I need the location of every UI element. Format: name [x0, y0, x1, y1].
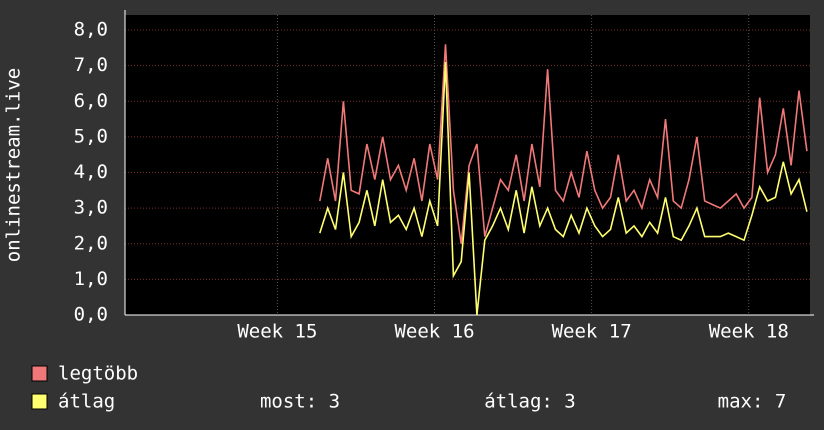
y-tick-label: 3,0	[74, 197, 108, 219]
series-line	[319, 44, 808, 244]
stat: most: 3	[260, 391, 340, 413]
legend-label: legtöbb	[58, 363, 138, 385]
y-axis-label: onlinestream.live	[3, 68, 25, 262]
y-tick-label: 2,0	[74, 232, 108, 254]
plot-area	[125, 15, 810, 315]
legend-swatch	[31, 365, 48, 382]
x-tick-label: Week 16	[394, 321, 474, 343]
y-tick-label: 7,0	[74, 54, 108, 76]
stat: átlag: 3	[484, 391, 576, 413]
y-tick-label: 6,0	[74, 90, 108, 112]
y-tick-label: 1,0	[74, 268, 108, 290]
legend-swatch	[31, 393, 48, 410]
y-tick-label: 0,0	[74, 304, 108, 326]
y-tick-label: 8,0	[74, 19, 108, 41]
y-tick-label: 4,0	[74, 161, 108, 183]
stat: max: 7	[718, 391, 787, 413]
x-tick-label: Week 15	[237, 321, 317, 343]
series-line	[319, 62, 808, 316]
legend-label: átlag	[58, 391, 115, 413]
x-tick-label: Week 18	[709, 321, 789, 343]
x-tick-label: Week 17	[552, 321, 632, 343]
y-tick-label: 5,0	[74, 125, 108, 147]
